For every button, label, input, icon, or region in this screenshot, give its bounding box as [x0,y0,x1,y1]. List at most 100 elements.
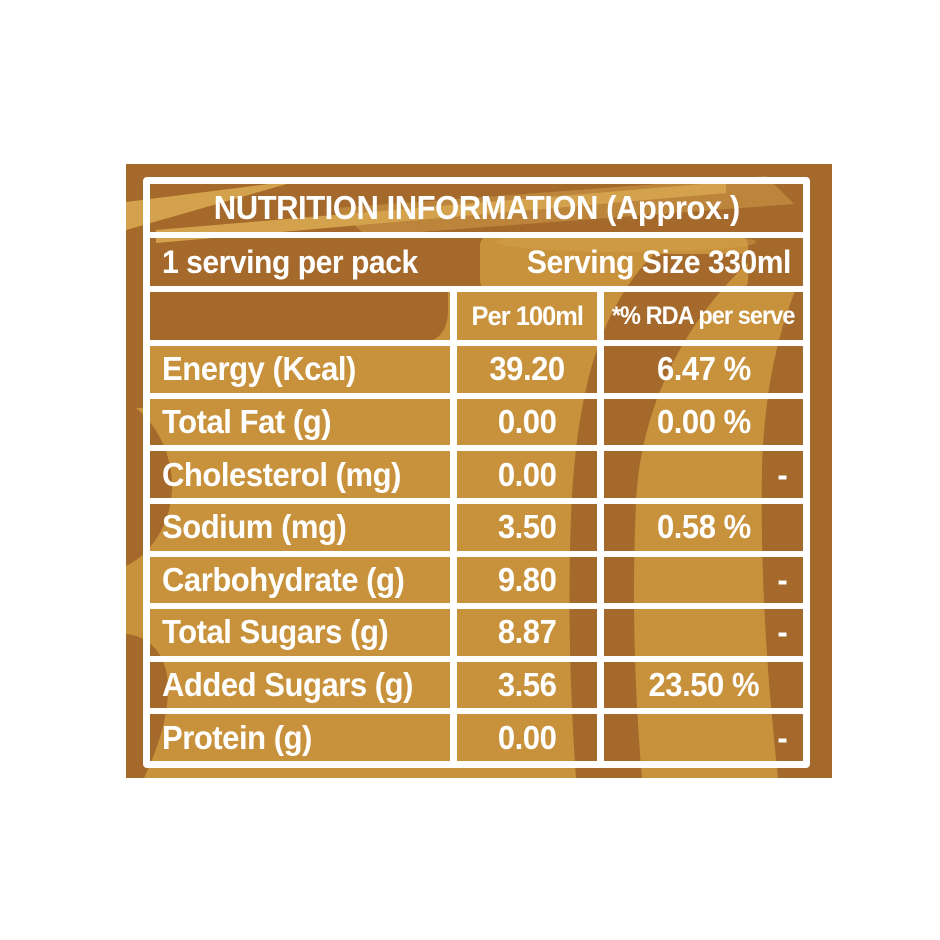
rda-cell: - [604,714,803,761]
header-rda-cell: *% RDA per serve [604,292,803,340]
per-100ml-cell: 8.87 [457,609,597,656]
column-divider [450,292,457,340]
nutrient-name-cell: Cholesterol (mg) [150,451,450,498]
header-per-100ml-cell: Per 100ml [457,292,597,340]
rda-cell: - [604,557,803,604]
rda-cell: - [604,609,803,656]
nutrient-row: Total Fat (g) 0.00 0.00 % [150,398,803,446]
nutrient-name-cell: Added Sugars (g) [150,662,450,709]
column-divider [450,609,457,656]
nutrient-name-text: Total Fat (g) [162,402,332,440]
column-divider [450,451,457,498]
column-divider [597,346,604,393]
servings-per-pack-text: 1 serving per pack [162,243,418,280]
rda-value: 0.58 % [656,508,751,546]
nutrient-row: Sodium (mg) 3.50 0.58 % [150,503,803,551]
nutrient-name-cell: Protein (g) [150,714,450,761]
row-separator [150,286,803,292]
rda-value: 6.47 % [656,350,751,388]
nutrient-name-cell: Sodium (mg) [150,504,450,551]
artwork-highlight-corner [126,180,301,230]
row-separator [150,603,803,610]
rda-value: 23.50 % [648,666,759,704]
nutrient-row: Energy (Kcal) 39.20 6.47 % [150,346,803,393]
nutrient-row: Added Sugars (g) 3.56 23.50 % [150,661,803,709]
per-100ml-value: 0.00 [497,402,557,440]
nutrient-name-text: Cholesterol (mg) [162,455,401,493]
nutrient-name-text: Carbohydrate (g) [162,560,405,598]
nutrient-row: Total Sugars (g) 8.87 - [150,609,803,656]
column-divider [450,661,457,709]
nutrient-name-text: Energy (Kcal) [162,350,356,388]
row-separator [150,497,803,504]
rda-cell: - [604,451,803,498]
label-artwork-background [126,164,832,778]
row-separator [150,655,803,662]
per-100ml-value: 0.00 [497,455,557,493]
rda-value: - [776,560,787,598]
per-100ml-cell: 3.56 [457,662,597,709]
rda-cell: 0.00 % [604,399,803,446]
row-separator [150,232,803,238]
per-100ml-value: 0.00 [497,718,557,756]
nutrient-row: Cholesterol (mg) 0.00 - [150,451,803,498]
per-100ml-value: 39.20 [489,350,565,388]
rda-header-text: *% RDA per serve [612,301,796,330]
per-100ml-value: 9.80 [497,560,557,598]
rda-value: - [776,613,787,651]
nutrient-name-cell: Total Sugars (g) [150,609,450,656]
row-separator [150,708,803,715]
nutrient-name-text: Added Sugars (g) [162,666,413,704]
column-divider [597,661,604,709]
per-100ml-value: 3.56 [497,666,557,704]
row-separator [150,445,803,452]
column-divider [597,503,604,551]
nutrient-name-cell: Total Fat (g) [150,399,450,446]
column-divider [597,714,604,761]
column-divider [597,451,604,498]
per-100ml-cell: 39.20 [457,346,597,393]
column-divider [450,714,457,761]
row-separator [150,550,803,557]
column-divider [597,609,604,656]
serving-size-text: Serving Size 330ml [526,243,792,280]
nutrient-name-text: Total Sugars (g) [162,613,389,651]
rda-value: - [776,718,787,756]
nutrition-label: NUTRITION INFORMATION (Approx.) 1 servin… [126,164,832,778]
per-100ml-cell: 0.00 [457,714,597,761]
nutrient-name-cell: Carbohydrate (g) [150,557,450,604]
per-100ml-cell: 3.50 [457,504,597,551]
per-100ml-cell: 9.80 [457,557,597,604]
column-divider [597,398,604,446]
nutrition-title: NUTRITION INFORMATION (Approx.) [213,189,740,226]
artwork-highlight-wide [336,176,794,236]
column-divider [597,556,604,604]
rda-cell: 0.58 % [604,504,803,551]
per-100ml-cell: 0.00 [457,399,597,446]
per-100ml-value: 3.50 [497,508,557,546]
column-divider [450,503,457,551]
title-row: NUTRITION INFORMATION (Approx.) [150,184,803,232]
column-divider [597,292,604,340]
column-header-row: Per 100ml *% RDA per serve [150,292,803,340]
nutrient-name-text: Protein (g) [162,718,312,756]
column-divider [450,346,457,393]
rda-value: - [776,455,787,493]
nutrient-row: Protein (g) 0.00 - [150,714,803,761]
rda-cell: 23.50 % [604,662,803,709]
nutrient-name-text: Sodium (mg) [162,508,347,546]
per-100ml-header-text: Per 100ml [471,300,583,331]
row-separator [150,340,803,346]
row-separator [150,392,803,399]
serving-info-row: 1 serving per pack Serving Size 330ml [150,238,803,286]
artwork-header-blob [126,284,448,344]
column-divider [450,398,457,446]
rda-cell: 6.47 % [604,346,803,393]
rda-value: 0.00 % [656,402,751,440]
per-100ml-cell: 0.00 [457,451,597,498]
nutrition-table: NUTRITION INFORMATION (Approx.) 1 servin… [143,177,810,768]
column-divider [450,556,457,604]
per-100ml-value: 8.87 [497,613,557,651]
header-empty-cell [150,292,450,340]
